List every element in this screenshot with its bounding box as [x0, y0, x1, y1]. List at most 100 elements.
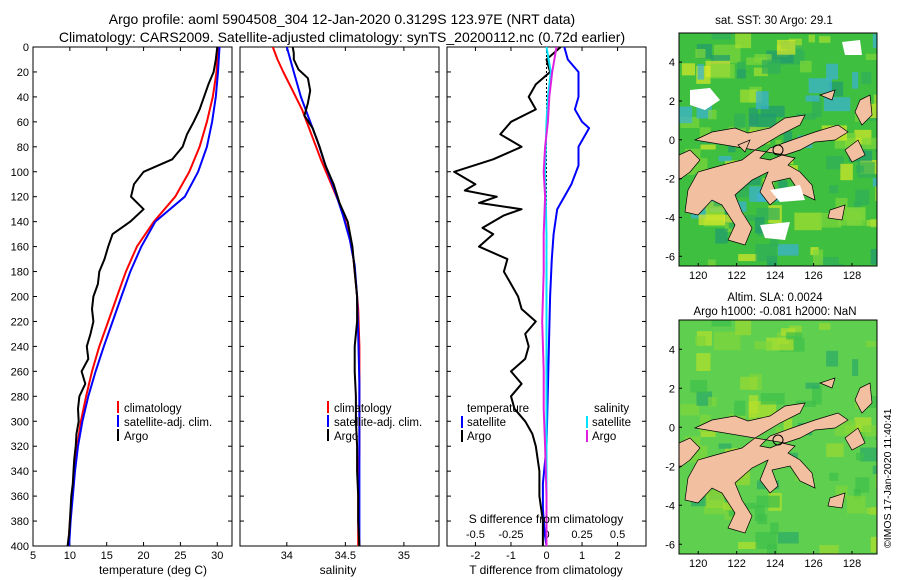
x-tick-label: 20 [137, 550, 149, 562]
difference-x2label: S difference from climatology [469, 512, 624, 526]
texture-patch [708, 109, 717, 120]
salinity-axes-frame [239, 46, 440, 547]
texture-patch [737, 61, 746, 70]
y-tick-label: 0 [23, 42, 29, 54]
map-y-tick-label: -6 [665, 539, 675, 551]
texture-patch [826, 155, 844, 170]
legend-salinity-title: salinity [594, 403, 629, 415]
texture-patch [696, 391, 712, 406]
legend-argo-label: Argo [334, 431, 358, 443]
texture-patch [852, 359, 859, 376]
sla-map-title-line1: Altim. SLA: 0.0024 [727, 292, 823, 304]
texture-patch [713, 331, 741, 351]
legend-climatology-label: climatology [124, 403, 182, 415]
texture-patch [679, 106, 693, 124]
texture-patch [819, 323, 831, 330]
map-y-tick-label: 4 [669, 344, 675, 356]
y-tick-label: 80 [17, 142, 29, 154]
texture-patch [855, 189, 870, 205]
texture-patch [698, 214, 725, 226]
texture-patch [695, 336, 706, 346]
legend-temperature-title: temperature [467, 403, 529, 415]
texture-patch [738, 254, 758, 262]
texture-patch [710, 64, 735, 79]
temperature-axes-frame [32, 46, 233, 547]
legend-satellite-adj-label: satellite-adj. clim. [334, 417, 422, 429]
map-y-tick-label: 2 [669, 383, 675, 395]
texture-patch [755, 91, 769, 110]
texture-patch [770, 234, 779, 247]
texture-patch [754, 505, 765, 522]
texture-patch [724, 514, 735, 520]
map-y-tick-label: 4 [669, 57, 675, 69]
texture-patch [735, 320, 752, 336]
texture-patch [855, 477, 870, 493]
figure-title-line1: Argo profile: aoml 5904508_304 12-Jan-20… [109, 11, 575, 27]
texture-patch [711, 33, 732, 40]
texture-patch [756, 495, 780, 508]
texture-patch [776, 39, 796, 55]
x-tick-label: 30 [211, 550, 223, 562]
texture-patch [808, 78, 833, 94]
texture-patch [700, 144, 716, 150]
salinity-xlabel: salinity [320, 563, 357, 577]
texture-patch [853, 488, 861, 500]
sulawesi-land [684, 114, 849, 246]
y-tick-label: 180 [11, 267, 29, 279]
map-x-tick-label: 124 [766, 558, 784, 570]
legend-argo-label: Argo [124, 431, 148, 443]
y-tick-label: 120 [11, 192, 29, 204]
texture-patch [760, 393, 785, 405]
s-x-tick-label: -0.5 [466, 529, 485, 541]
series-line-climatology [271, 47, 361, 546]
texture-patch [829, 472, 839, 481]
texture-patch [695, 48, 706, 59]
y-tick-label: 380 [11, 516, 29, 528]
y-tick-label: 280 [11, 391, 29, 403]
texture-patch [711, 320, 732, 327]
texture-patch [875, 186, 877, 201]
texture-patch [708, 397, 717, 407]
texture-patch [681, 63, 696, 76]
texture-patch [770, 522, 779, 535]
x-tick-label: -1 [506, 550, 516, 562]
texture-patch [872, 178, 877, 187]
sst-texture [679, 33, 877, 266]
borneo-land [679, 437, 701, 469]
texture-patch [777, 244, 799, 256]
texture-patch [840, 163, 853, 181]
legend-t-argo-label: Argo [467, 431, 491, 443]
texture-patch [740, 376, 758, 390]
texture-patch [755, 244, 777, 262]
texture-patch [808, 34, 815, 43]
texture-patch [738, 542, 758, 550]
maluku-islands-land [737, 89, 873, 221]
figure-title-line2: Climatology: CARS2009. Satellite-adjuste… [59, 29, 625, 45]
argo-position-marker [772, 434, 784, 446]
salinity-legend: climatology satellite-adj. clim. Argo [327, 401, 422, 443]
texture-patch [785, 332, 803, 340]
texture-patch [819, 36, 831, 43]
texture-patch [875, 139, 877, 153]
texture-patch [707, 259, 716, 266]
x-tick-label: 35 [398, 550, 410, 562]
y-tick-label: 140 [11, 217, 29, 229]
salinity-panel: 34 34.5 35 salinity climatology satellite-… [239, 46, 440, 577]
texture-patch [812, 385, 822, 405]
map-y-tick-label: -2 [665, 174, 675, 186]
texture-patch [705, 489, 725, 508]
sulawesi-land [684, 402, 849, 534]
sst-map: sat. SST: 30 Argo: 29.1 120 122 124 126 128 4… [665, 15, 878, 282]
texture-patch [856, 453, 864, 461]
x-tick-label: 2 [615, 550, 621, 562]
map-x-tick-label: 122 [727, 270, 745, 282]
texture-patch [826, 443, 844, 457]
imos-credit: ©IMOS 17-Jan-2020 11:40:41 [882, 408, 894, 548]
y-tick-label: 200 [11, 292, 29, 304]
series-line-argo [291, 47, 361, 546]
legend-s-argo-label: Argo [592, 431, 616, 443]
texture-patch [761, 59, 781, 74]
texture-patch [783, 418, 793, 437]
map-x-tick-label: 122 [727, 558, 745, 570]
